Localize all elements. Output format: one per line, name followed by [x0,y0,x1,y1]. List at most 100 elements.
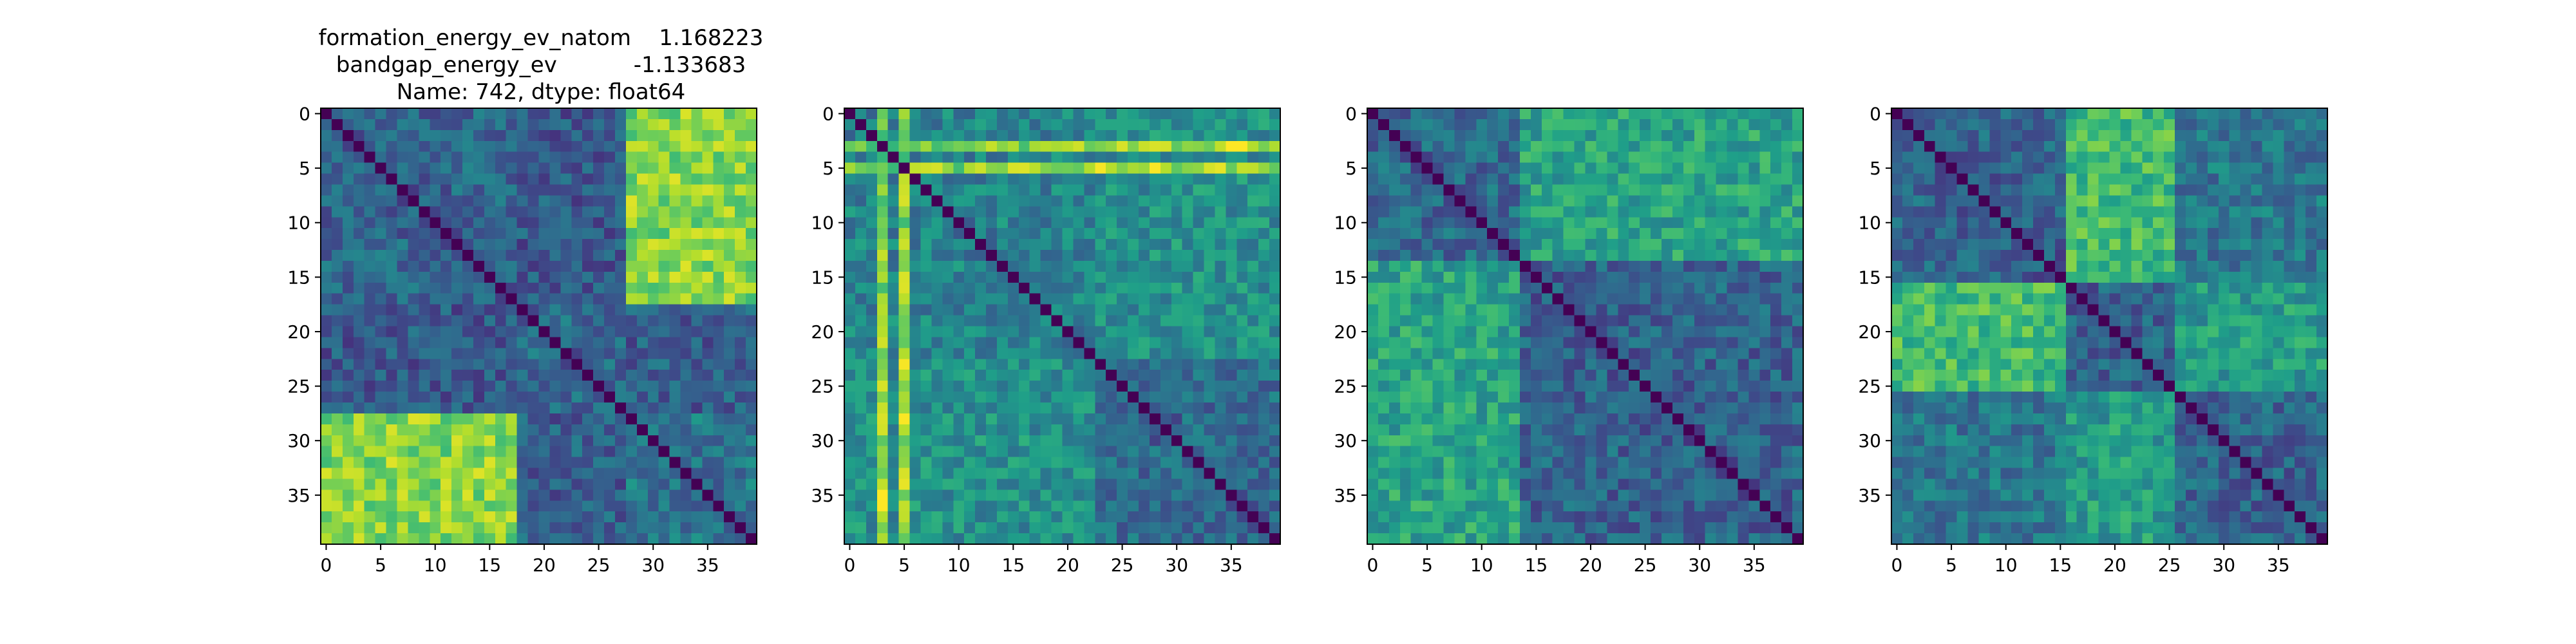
heatmap-cell [527,533,540,545]
heatmap-cell [538,392,551,403]
heatmap-cell [1399,435,1412,447]
heatmap-cell [1410,500,1423,512]
heatmap-cell [1629,381,1640,392]
heatmap-cell [669,359,681,370]
heatmap-cell [1215,108,1226,120]
heatmap-cell [942,129,954,142]
heatmap-cell [920,108,932,120]
heatmap-cell [691,424,703,436]
heatmap-cell [2295,108,2306,120]
heatmap-cell [1040,511,1052,523]
heatmap-cell [1421,129,1434,142]
heatmap-cell [549,228,561,240]
heatmap-cell [1759,381,1771,392]
heatmap-cell [495,435,507,447]
heatmap-cell [484,446,496,458]
heatmap-cell [451,478,463,490]
heatmap-cell [331,260,343,272]
heatmap-cell [1117,533,1128,545]
heatmap-cell [473,370,485,381]
heatmap-cell [419,304,430,316]
heatmap-cell [331,239,343,251]
heatmap-cell [931,315,943,327]
heatmap-cells [321,108,757,545]
heatmap-cell [986,511,998,523]
heatmap-cell [506,304,518,316]
heatmap-cell [1062,381,1074,392]
heatmap-cell [986,359,998,370]
heatmap-cell [571,293,583,305]
heatmap-cell [1541,511,1553,523]
heatmap-cell [931,293,943,305]
heatmap-cell [1204,468,1216,480]
heatmap-cell [1367,468,1379,480]
heatmap-cell [1138,337,1150,348]
heatmap-cell [1596,468,1607,480]
heatmap-cell [342,250,354,261]
heatmap-cell [1106,446,1117,458]
heatmap-cell [375,468,387,480]
heatmap-cell [1618,239,1629,251]
heatmap-cell [1410,348,1423,359]
heatmap-cell [1247,522,1259,534]
heatmap-cell [1672,108,1684,120]
heatmap-cell [887,337,900,348]
heatmap-cell [2185,108,2197,120]
heatmap-cell [506,260,518,272]
heatmap-cell [1661,457,1673,469]
heatmap-cell [560,195,572,207]
heatmap-cell [593,457,605,469]
heatmap-cell [1029,446,1041,458]
heatmap-cell [702,392,714,403]
heatmap-cell [1727,392,1739,403]
y-tick-label: 0 [822,103,834,124]
heatmap-cell [1443,446,1455,458]
heatmap-cell [1018,282,1030,294]
heatmap-cell [1018,239,1030,251]
heatmap-cell [920,446,932,458]
heatmap-cell [746,348,757,359]
heatmap-cell [331,500,343,512]
heatmap-cell [516,108,529,120]
heatmap-cell [1215,184,1226,196]
heatmap-cell [1781,424,1793,436]
heatmap-cell [1509,228,1520,240]
heatmap-cell [560,140,572,153]
heatmap-cell [2251,108,2263,120]
heatmap-cell [506,435,518,447]
heatmap-cell [1138,359,1150,370]
heatmap-cell [964,413,976,425]
heatmap-cell [1117,337,1128,348]
heatmap-cell [658,326,670,338]
heatmap-cell [669,337,681,348]
heatmap-cell [1106,304,1117,316]
heatmap-cell [746,206,757,218]
heatmap-cell [1160,304,1172,316]
heatmap-cell [538,402,551,414]
heatmap-cell [942,348,954,359]
heatmap-cell [1727,468,1739,480]
heatmap-cell [593,435,605,447]
heatmap-cell [1051,392,1063,403]
heatmap-cell [462,250,474,261]
heatmap-cell [321,424,332,436]
heatmap-cell [321,500,332,512]
heatmap-cell [1443,478,1455,490]
heatmap-cell [1618,293,1629,305]
heatmap-cell [1051,151,1063,164]
heatmap-cell [462,260,474,272]
heatmap-cell [1454,435,1466,447]
heatmap-cell [735,195,746,207]
heatmap-cell [1073,359,1084,370]
heatmap-cell [1226,381,1237,392]
heatmap-cell [1399,239,1412,251]
heatmap-cell [1007,424,1019,436]
heatmap-cell [451,370,463,381]
heatmap-cell [1640,304,1651,316]
heatmap-cell [1618,129,1629,142]
heatmap-cell [1247,250,1259,261]
heatmap-cell [1727,250,1739,261]
heatmap-cell [1705,337,1717,348]
heatmap-cell [473,446,485,458]
heatmap-cell [560,151,572,164]
